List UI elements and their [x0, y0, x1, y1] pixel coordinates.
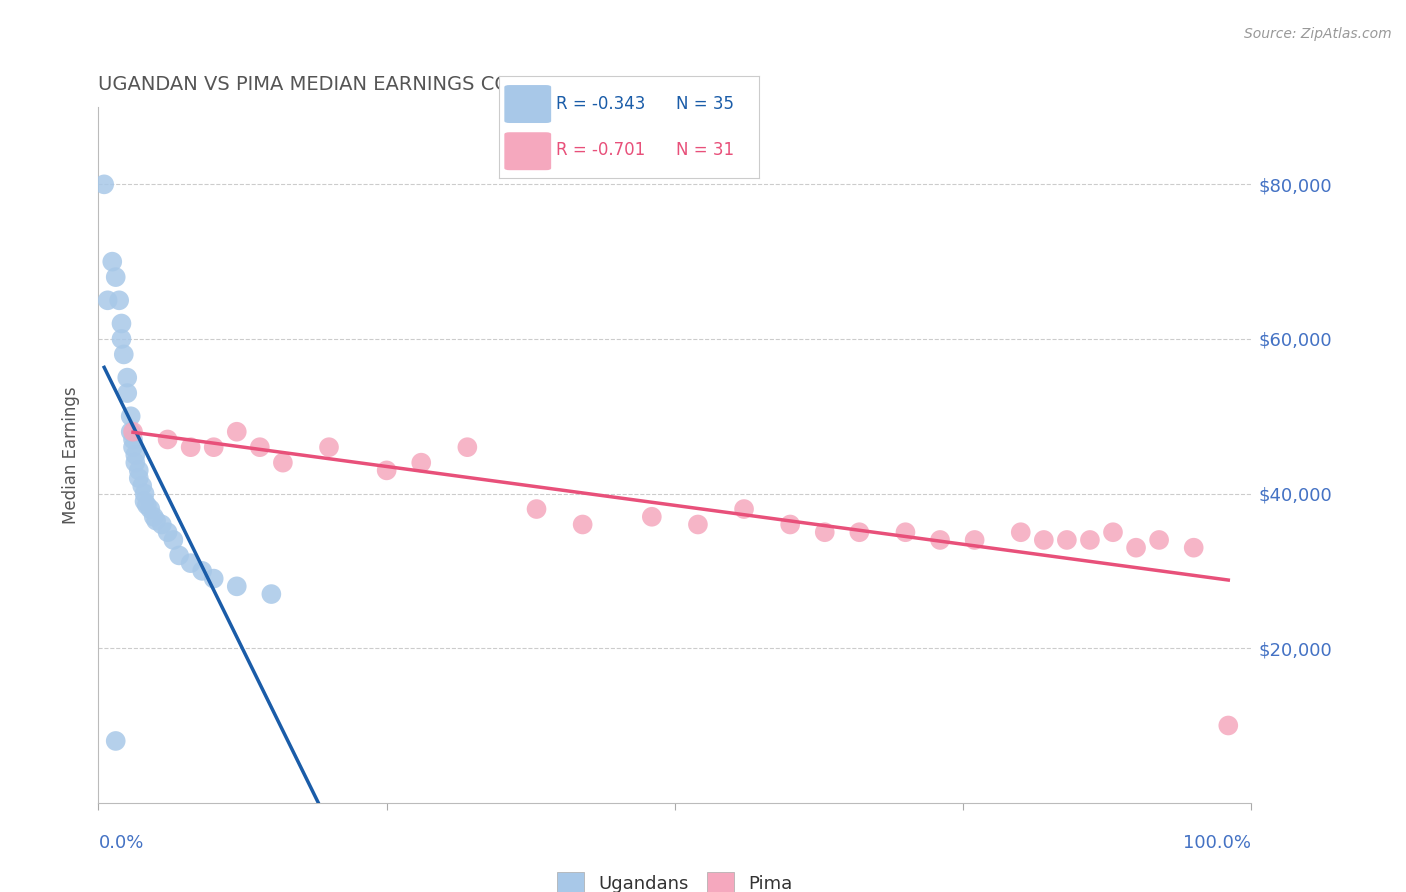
Point — [202, 572, 225, 586]
Point — [1056, 533, 1078, 547]
Point — [814, 525, 837, 540]
Point — [963, 533, 986, 547]
Point — [411, 456, 433, 470]
Point — [117, 386, 139, 401]
Point — [225, 579, 247, 593]
Point — [733, 502, 755, 516]
Point — [156, 525, 179, 540]
Point — [180, 440, 202, 454]
Point — [145, 514, 167, 528]
Point — [375, 463, 398, 477]
Point — [131, 479, 153, 493]
Text: N = 31: N = 31 — [676, 141, 734, 159]
Point — [104, 270, 127, 285]
Point — [167, 549, 190, 563]
Point — [108, 293, 131, 308]
Point — [318, 440, 340, 454]
Point — [1010, 525, 1032, 540]
Point — [104, 734, 127, 748]
Point — [101, 254, 124, 268]
Point — [779, 517, 801, 532]
Point — [124, 448, 146, 462]
Text: UGANDAN VS PIMA MEDIAN EARNINGS CORRELATION CHART: UGANDAN VS PIMA MEDIAN EARNINGS CORRELAT… — [98, 75, 692, 95]
Text: 0.0%: 0.0% — [98, 834, 143, 852]
Point — [1218, 718, 1240, 732]
Point — [225, 425, 247, 439]
Point — [139, 502, 162, 516]
Point — [456, 440, 478, 454]
Point — [122, 433, 145, 447]
Point — [122, 440, 145, 454]
Point — [93, 178, 115, 192]
Point — [142, 509, 165, 524]
Point — [571, 517, 593, 532]
Point — [249, 440, 271, 454]
Point — [271, 456, 294, 470]
Point — [1078, 533, 1101, 547]
Point — [848, 525, 870, 540]
Point — [1125, 541, 1147, 555]
Point — [122, 425, 145, 439]
Text: Source: ZipAtlas.com: Source: ZipAtlas.com — [1244, 27, 1392, 41]
Point — [686, 517, 709, 532]
Legend: Ugandans, Pima: Ugandans, Pima — [550, 865, 800, 892]
Text: N = 35: N = 35 — [676, 95, 734, 113]
Point — [894, 525, 917, 540]
Point — [120, 409, 142, 424]
Point — [134, 494, 156, 508]
Point — [150, 517, 173, 532]
Point — [162, 533, 184, 547]
Point — [1102, 525, 1125, 540]
Point — [1182, 541, 1205, 555]
Y-axis label: Median Earnings: Median Earnings — [62, 386, 80, 524]
Text: 100.0%: 100.0% — [1184, 834, 1251, 852]
Point — [156, 433, 179, 447]
Point — [110, 332, 132, 346]
Point — [110, 317, 132, 331]
Point — [180, 556, 202, 570]
Point — [191, 564, 214, 578]
Point — [202, 440, 225, 454]
FancyBboxPatch shape — [505, 132, 551, 170]
Point — [97, 293, 120, 308]
Point — [117, 370, 139, 384]
Text: R = -0.343: R = -0.343 — [557, 95, 645, 113]
Text: R = -0.701: R = -0.701 — [557, 141, 645, 159]
Point — [526, 502, 548, 516]
Point — [1147, 533, 1170, 547]
Point — [929, 533, 952, 547]
Point — [128, 463, 150, 477]
FancyBboxPatch shape — [505, 85, 551, 123]
Point — [134, 486, 156, 500]
Point — [260, 587, 283, 601]
Point — [124, 456, 146, 470]
Point — [112, 347, 135, 361]
Point — [128, 471, 150, 485]
Point — [120, 425, 142, 439]
Point — [1032, 533, 1054, 547]
Point — [135, 498, 157, 512]
Point — [641, 509, 664, 524]
